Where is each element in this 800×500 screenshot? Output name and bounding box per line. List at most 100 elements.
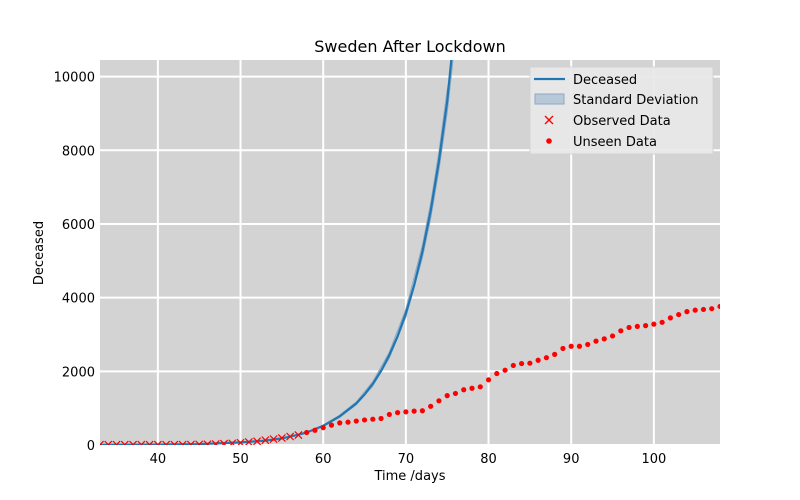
legend-dot-icon <box>546 138 552 144</box>
unseen-point <box>345 419 351 425</box>
observed-point <box>236 438 245 445</box>
unseen-point <box>684 309 690 315</box>
unseen-point <box>601 336 607 342</box>
observed-point <box>203 440 212 445</box>
unseen-point <box>337 420 343 426</box>
unseen-point <box>626 324 632 331</box>
unseen-point <box>576 343 583 349</box>
x-tick-labels: 40 50 60 70 80 90 100 <box>150 452 667 467</box>
observed-point <box>137 440 146 445</box>
x-tick-label: 50 <box>232 452 249 467</box>
unseen-point <box>676 311 682 318</box>
legend-label-observed: Observed Data <box>573 114 671 129</box>
unseen-point <box>535 357 541 363</box>
unseen-point <box>543 355 550 361</box>
observed-point <box>170 440 179 445</box>
legend-label-deceased: Deceased <box>573 73 637 88</box>
observed-point <box>153 440 162 445</box>
unseen-point <box>485 377 492 383</box>
unseen-point <box>692 307 698 313</box>
legend-box <box>529 66 714 155</box>
x-tick-label: 40 <box>150 452 167 467</box>
unseen-point <box>469 385 475 391</box>
observed-point <box>186 440 195 445</box>
unseen-point <box>444 393 450 399</box>
unseen-point <box>419 408 425 414</box>
unseen-point <box>519 360 525 367</box>
x-axis-label: Time /days <box>373 469 445 484</box>
y-tick-label: 6000 <box>62 218 95 233</box>
unseen-point <box>634 323 640 329</box>
y-tick-label: 8000 <box>62 144 95 159</box>
unseen-point <box>320 425 326 431</box>
observed-point <box>211 440 220 445</box>
x-tick-label: 80 <box>480 452 497 467</box>
unseen-markers <box>304 303 720 436</box>
observed-point <box>253 437 262 445</box>
observed-point <box>286 432 295 441</box>
observed-point <box>219 439 229 445</box>
unseen-point <box>378 415 384 422</box>
observed-markers <box>100 431 303 445</box>
unseen-point <box>477 384 483 390</box>
x-tick-label: 60 <box>315 452 332 467</box>
unseen-point <box>353 418 359 424</box>
observed-point <box>145 440 154 445</box>
y-tick-label: 2000 <box>62 365 95 380</box>
observed-point <box>129 440 138 445</box>
x-tick-label: 100 <box>641 452 666 467</box>
observed-point <box>228 439 237 445</box>
unseen-point <box>593 338 599 344</box>
observed-point <box>294 431 303 440</box>
unseen-point <box>386 411 392 418</box>
x-tick-label: 70 <box>398 452 415 467</box>
x-tick-label: 90 <box>563 452 580 467</box>
unseen-point <box>560 345 566 352</box>
unseen-point <box>585 341 591 348</box>
unseen-point <box>700 306 707 313</box>
observed-point <box>195 440 204 445</box>
unseen-point <box>568 343 574 349</box>
unseen-point <box>304 429 310 436</box>
legend: Deceased Standard Deviation Observed Dat… <box>529 66 714 155</box>
y-tick-label: 0 <box>87 439 95 454</box>
legend-label-std: Standard Deviation <box>573 93 698 108</box>
unseen-point <box>643 323 649 329</box>
unseen-point <box>361 417 368 423</box>
y-tick-labels: 0 2000 4000 6000 8000 10000 <box>54 71 95 454</box>
y-axis-label: Deceased <box>32 221 47 285</box>
observed-point <box>104 440 113 445</box>
unseen-point <box>717 303 720 310</box>
unseen-point <box>618 328 624 334</box>
observed-point <box>244 438 253 445</box>
unseen-point <box>502 367 508 373</box>
y-tick-label: 4000 <box>62 292 95 307</box>
unseen-point <box>328 422 335 428</box>
unseen-point <box>651 321 657 327</box>
unseen-point <box>609 333 616 339</box>
legend-band-swatch <box>534 93 565 105</box>
legend-label-unseen: Unseen Data <box>573 135 657 150</box>
unseen-point <box>659 319 665 325</box>
unseen-point <box>667 315 674 321</box>
unseen-point <box>552 351 558 357</box>
observed-point <box>277 433 286 443</box>
observed-point <box>269 435 278 444</box>
unseen-point <box>452 390 459 397</box>
observed-point <box>120 440 129 445</box>
observed-point <box>162 440 171 445</box>
unseen-point <box>411 408 417 414</box>
unseen-point <box>428 403 434 409</box>
observed-point <box>112 440 121 445</box>
legend-x-marker-icon <box>544 115 554 125</box>
unseen-point <box>436 398 442 404</box>
y-tick-label: 10000 <box>54 71 95 86</box>
unseen-point <box>527 360 533 366</box>
unseen-point <box>395 409 401 416</box>
unseen-point <box>312 427 318 433</box>
unseen-point <box>461 387 467 393</box>
observed-point <box>100 440 105 445</box>
unseen-point <box>709 306 715 312</box>
chart-title: Sweden After Lockdown <box>314 37 505 56</box>
